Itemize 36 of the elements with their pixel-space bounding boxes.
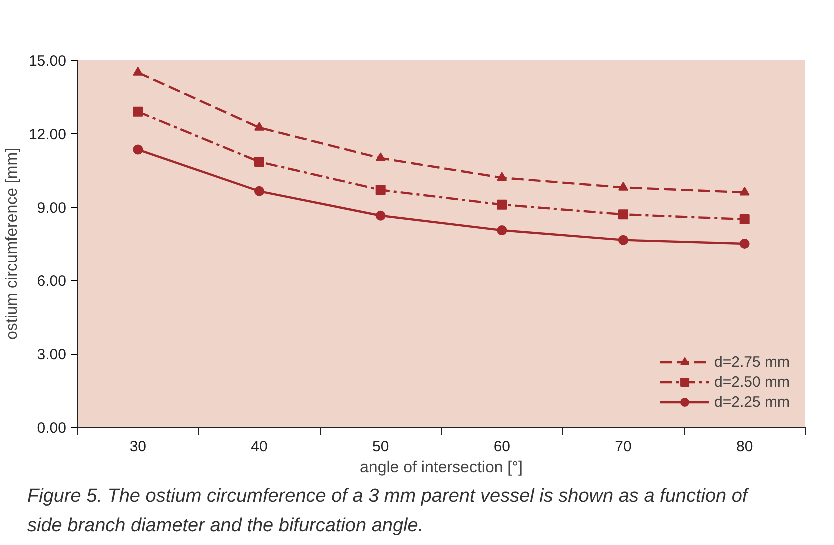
point: [133, 144, 144, 155]
point: [254, 157, 264, 168]
y-tick-label: 6.00: [37, 273, 67, 290]
point: [740, 239, 750, 249]
point: [740, 186, 750, 196]
point: [254, 122, 264, 131]
x-tick-label: 40: [251, 438, 268, 456]
caption: Figure 5. The ostium circumference of a 3 mm parent vessel is shown as a function of side branch diameter and the bifurcation angle.: [28, 486, 750, 536]
point: [497, 172, 508, 182]
point: [376, 185, 386, 196]
point: [497, 200, 508, 210]
point: [254, 186, 264, 196]
y-tick-label: 15.00: [28, 53, 67, 70]
y-tick-label: 0.00: [37, 420, 67, 437]
y-tick-label: 12.00: [28, 126, 67, 144]
x-tick-label: 50: [372, 438, 390, 456]
point: [618, 235, 628, 246]
x-tick-label: 60: [494, 438, 511, 456]
legend-label: d=2.75 mm: [714, 354, 790, 370]
y-tick-label: 3.00: [37, 346, 67, 364]
x-tick-label: 30: [130, 438, 147, 456]
x-axis-title: angle of intersection [°]: [360, 460, 523, 476]
x-tick-label: 80: [736, 438, 754, 456]
point: [740, 214, 750, 225]
point: [497, 226, 508, 236]
point: [133, 106, 144, 117]
x-tick-label: 70: [615, 438, 632, 456]
point: [133, 67, 144, 76]
y-tick-label: 9.00: [37, 200, 67, 217]
point: [376, 152, 386, 162]
point: [618, 182, 628, 191]
y-axis-title: ostium circumference [mm]: [4, 148, 21, 340]
legend-label: d=2.50 mm: [714, 374, 790, 390]
point: [618, 210, 628, 220]
legend-label: d=2.25 mm: [714, 394, 790, 410]
point: [376, 210, 386, 221]
